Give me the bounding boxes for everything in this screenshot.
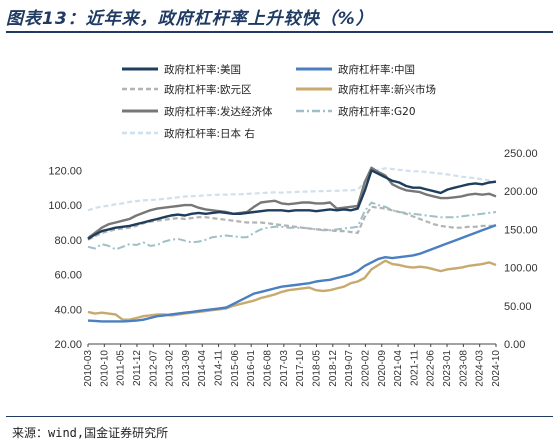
x-tick-label: 2020-02 [360,350,371,387]
y-right-tick-label: 0.00 [504,339,525,351]
source-note: 来源：wind,国金证券研究所 [12,426,169,440]
x-tick-label: 2018-05 [311,350,322,387]
x-tick-label: 2023-08 [458,350,469,387]
x-tick-label: 2010-10 [99,350,110,387]
x-tick-label: 2013-02 [165,350,176,387]
chart-title: 图表13：近年来，政府杠杆率上升较快（%） [6,9,374,29]
y-right-tick-label: 200.00 [504,186,538,198]
x-tick-label: 2022-06 [426,350,437,387]
y-left-tick-label: 20.00 [54,339,82,351]
series-line-emerging [87,259,497,321]
x-tick-label: 2011-12 [132,350,143,386]
y-left-tick-label: 40.00 [54,304,82,316]
legend-label: 政府杠杆率:G20 [338,105,416,118]
x-tick-label: 2023-01 [442,350,453,387]
legend-label: 政府杠杆率:中国 [338,63,415,76]
x-tick-label: 2011-05 [116,350,127,386]
x-tick-label: 2017-10 [295,350,306,387]
y-right-tick-label: 100.00 [504,263,538,275]
x-tick-label: 2015-06 [230,350,241,387]
series-line-eurozone [87,205,496,241]
x-tick-label: 2014-11 [214,350,225,386]
legend-label: 政府杠杆率:新兴市场 [338,83,436,96]
legend-label: 政府杠杆率:欧元区 [164,83,252,96]
x-tick-label: 2016-01 [246,350,257,387]
series-line-us [87,169,497,240]
x-tick-label: 2021-11 [409,350,420,386]
x-tick-label: 2018-12 [328,350,339,387]
source-divider [6,416,553,417]
x-tick-label: 2017-03 [279,350,290,387]
x-tick-label: 2021-04 [393,350,404,387]
x-tick-label: 2020-09 [377,350,388,387]
y-left-tick-label: 60.00 [54,270,82,282]
y-axis-right: 0.00 50.00 100.00 150.00 200.00 250.00 [504,148,538,351]
x-tick-label: 2010-03 [83,350,94,387]
x-tick-label: 2024-10 [491,350,502,387]
y-right-tick-label: 250.00 [504,148,538,160]
legend-label: 政府杠杆率:美国 [164,63,241,76]
series-line-china [87,223,497,323]
series-lines [87,166,497,323]
x-tick-label: 2014-04 [197,350,208,387]
y-axis-left: 20.00 40.00 60.00 80.00 100.00 120.00 [48,165,82,351]
x-tick-label: 2016-08 [263,350,274,387]
x-tick-label: 2012-07 [148,350,159,387]
title-divider [6,31,553,33]
series-line-g20 [87,201,497,251]
x-tick-label: 2024-03 [475,350,486,387]
x-axis: 2010-03 2010-10 2011-05 2011-12 2012-07 2013-… [83,343,502,387]
legend-label: 政府杠杆率:发达经济体 [164,105,273,118]
y-left-tick-label: 120.00 [48,165,82,177]
series-line-developed [87,166,497,240]
y-left-tick-label: 100.00 [48,200,82,212]
y-right-tick-label: 50.00 [504,301,532,313]
legend-label: 政府杠杆率:日本 右 [164,127,255,140]
x-tick-label: 2013-09 [181,350,192,387]
x-tick-label: 2019-07 [344,350,355,387]
y-right-tick-label: 150.00 [504,224,538,236]
y-left-tick-label: 80.00 [54,235,82,247]
